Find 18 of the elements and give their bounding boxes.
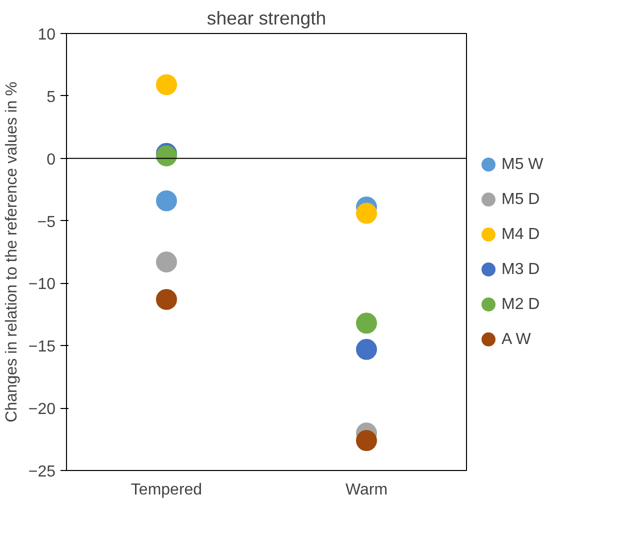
x-tick-label: Tempered (130, 482, 202, 498)
y-tick-label: 10 (38, 26, 56, 44)
y-tick-label: −25 (28, 464, 56, 480)
legend-label: M3 D (502, 260, 540, 278)
y-tick-label: −10 (28, 276, 56, 294)
y-tick-label: 0 (46, 151, 56, 168)
legend-label: M5 D (502, 191, 540, 208)
y-axis-title: Changes in relation to the reference values in % (3, 82, 20, 422)
y-tick-label: −20 (28, 401, 56, 418)
legend-label: M5 W (502, 156, 544, 174)
y-tick-label: 5 (46, 88, 56, 106)
legend-label: M4 D (502, 226, 540, 244)
legend-label: M2 D (502, 296, 540, 313)
chart-title: shear strength (206, 8, 326, 28)
y-tick-label: −15 (28, 338, 56, 356)
legend-label: A W (502, 330, 532, 348)
y-tick-label: −5 (37, 214, 56, 231)
x-tick-label: Warm (345, 482, 388, 498)
